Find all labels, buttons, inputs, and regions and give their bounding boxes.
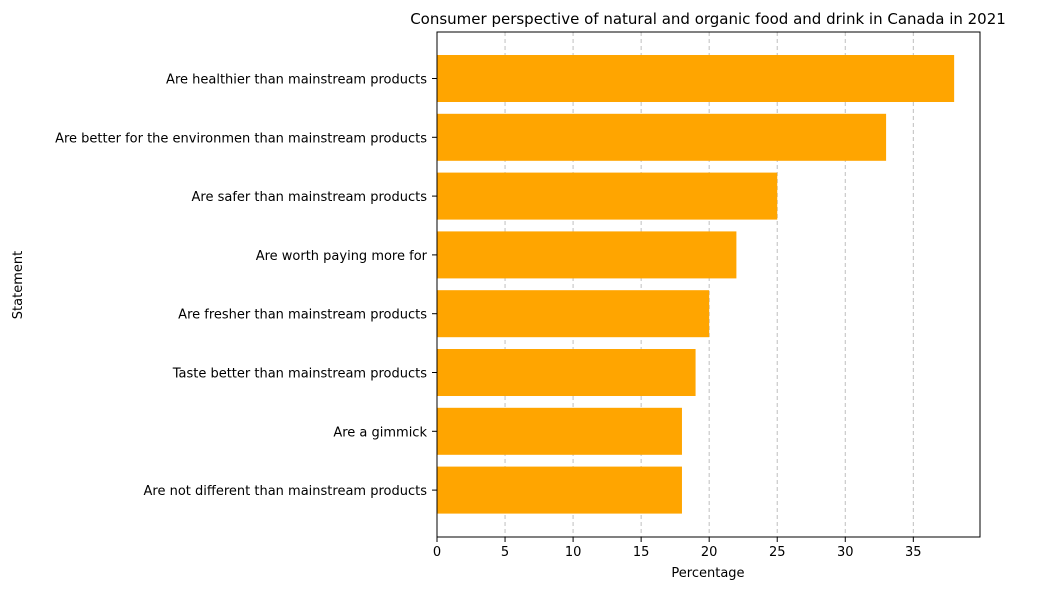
y-axis-ticks: Are healthier than mainstream products Ar… xyxy=(55,73,437,499)
bar xyxy=(437,407,682,455)
y-axis-label: Statement xyxy=(11,251,26,319)
bar xyxy=(437,172,778,220)
plot-frame xyxy=(436,31,981,538)
bars xyxy=(437,55,955,514)
x-tick-label: 25 xyxy=(769,545,786,560)
x-axis-label: Percentage xyxy=(671,566,744,581)
y-tick-label: Are healthier than mainstream products xyxy=(166,73,427,88)
y-tick-label: Are worth paying more for xyxy=(256,249,428,264)
bar xyxy=(437,349,696,396)
x-tick-label: 0 xyxy=(433,545,441,560)
y-tick-label: Are a gimmick xyxy=(333,425,427,440)
x-tick-label: 35 xyxy=(905,545,922,560)
y-tick-label: Are not different than mainstream produc… xyxy=(144,484,428,499)
y-tick-label: Taste better than mainstream products xyxy=(172,367,428,382)
y-tick-label: Are fresher than mainstream products xyxy=(178,308,427,323)
y-tick-label: Are safer than mainstream products xyxy=(192,190,428,205)
x-axis-ticks: 0 5 10 15 20 25 30 35 xyxy=(433,537,922,560)
x-tick-label: 30 xyxy=(837,545,854,560)
grid-lines xyxy=(504,32,914,537)
x-tick-label: 20 xyxy=(701,545,718,560)
bar xyxy=(437,290,710,338)
bar xyxy=(437,231,737,279)
x-tick-label: 5 xyxy=(501,545,509,560)
x-tick-label: 10 xyxy=(565,545,582,560)
y-tick-label: Are better for the environmen than mains… xyxy=(55,131,427,146)
bar xyxy=(437,466,682,514)
bar xyxy=(437,113,887,161)
bar xyxy=(437,55,955,102)
chart-title: Consumer perspective of natural and orga… xyxy=(410,10,1006,28)
x-tick-label: 15 xyxy=(633,545,650,560)
